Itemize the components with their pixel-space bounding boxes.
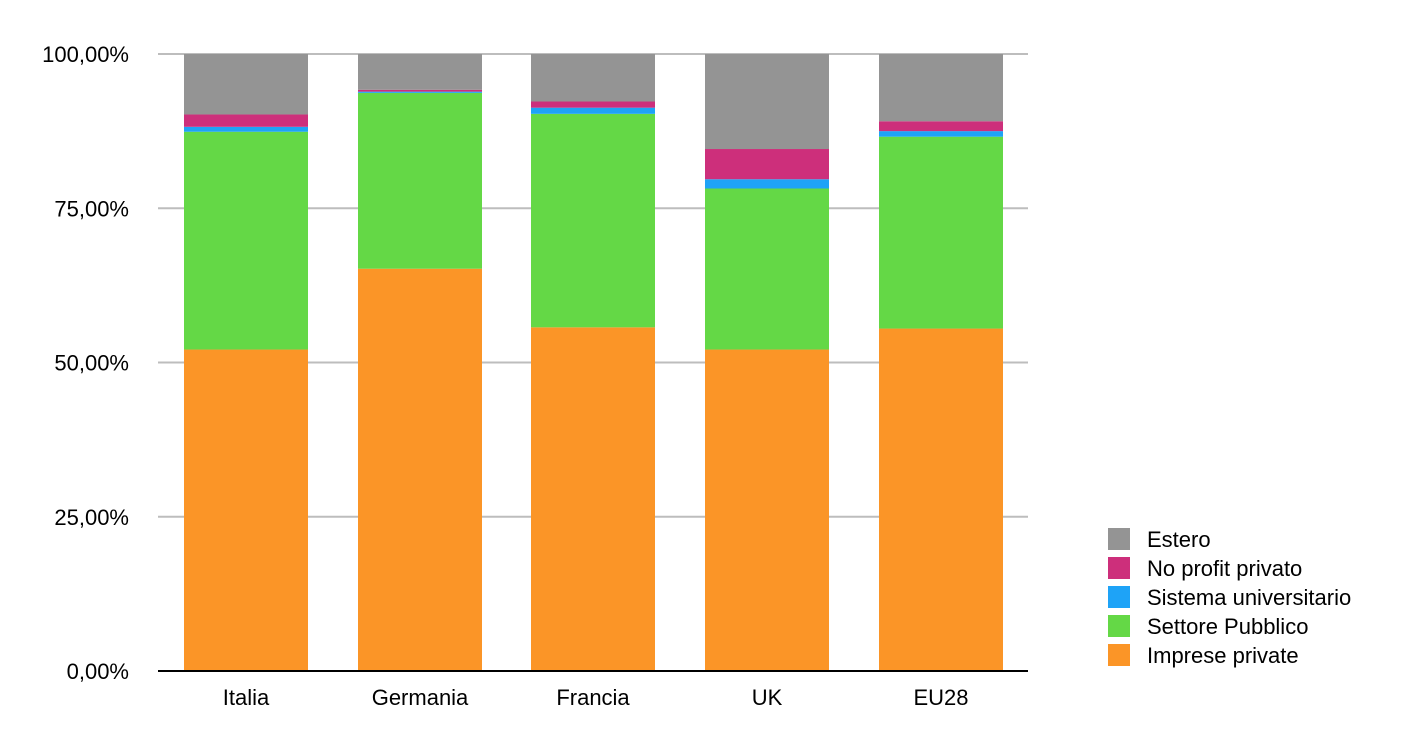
x-tick-label: Germania xyxy=(372,685,469,710)
bar-segment-no-profit-privato xyxy=(184,114,308,127)
bar-segment-no-profit-privato xyxy=(531,101,655,108)
y-tick-label: 50,00% xyxy=(54,351,129,376)
bar-segment-no-profit-privato xyxy=(705,149,829,180)
bar-segment-no-profit-privato xyxy=(879,121,1003,132)
bar-segment-imprese-private xyxy=(358,268,482,671)
x-tick-label: EU28 xyxy=(913,685,968,710)
bar-segment-sistema-universitario xyxy=(879,131,1003,137)
x-axis-tick-labels: Italia Germania Francia UK EU28 xyxy=(223,685,969,710)
bar-segment-settore-pubblico xyxy=(531,113,655,328)
legend: Estero No profit privato Sistema universit… xyxy=(1108,527,1351,668)
bar-segment-imprese-private xyxy=(184,349,308,671)
legend-swatch xyxy=(1108,586,1130,608)
bar-segment-sistema-universitario xyxy=(531,107,655,114)
bars xyxy=(184,54,1003,671)
legend-swatch xyxy=(1108,615,1130,637)
bar-segment-estero xyxy=(705,54,829,150)
legend-label: Settore Pubblico xyxy=(1147,614,1308,639)
x-tick-label: Francia xyxy=(556,685,630,710)
bar-segment-imprese-private xyxy=(531,327,655,671)
legend-swatch xyxy=(1108,528,1130,550)
legend-swatch xyxy=(1108,557,1130,579)
bar-segment-settore-pubblico xyxy=(879,136,1003,329)
legend-label: No profit privato xyxy=(1147,556,1302,581)
bar-segment-sistema-universitario xyxy=(358,91,482,93)
bar-segment-estero xyxy=(358,54,482,90)
bar-segment-imprese-private xyxy=(879,328,1003,671)
legend-label: Estero xyxy=(1147,527,1211,552)
bar-segment-estero xyxy=(531,54,655,102)
y-tick-label: 75,00% xyxy=(54,196,129,221)
x-tick-label: UK xyxy=(752,685,783,710)
y-tick-label: 0,00% xyxy=(67,659,129,684)
bar-segment-estero xyxy=(879,54,1003,122)
legend-label: Sistema universitario xyxy=(1147,585,1351,610)
bar-segment-settore-pubblico xyxy=(358,92,482,269)
x-tick-label: Italia xyxy=(223,685,270,710)
bar-segment-no-profit-privato xyxy=(358,89,482,92)
legend-label: Imprese private xyxy=(1147,643,1299,668)
bar-segment-settore-pubblico xyxy=(705,188,829,350)
bar-segment-settore-pubblico xyxy=(184,131,308,350)
y-axis-tick-labels: 0,00% 25,00% 50,00% 75,00% 100,00% xyxy=(42,42,129,684)
bar-segment-imprese-private xyxy=(705,349,829,671)
legend-swatch xyxy=(1108,644,1130,666)
bar-segment-sistema-universitario xyxy=(184,126,308,132)
y-tick-label: 25,00% xyxy=(54,505,129,530)
bar-segment-estero xyxy=(184,54,308,115)
y-tick-label: 100,00% xyxy=(42,42,129,67)
bar-segment-sistema-universitario xyxy=(705,179,829,189)
